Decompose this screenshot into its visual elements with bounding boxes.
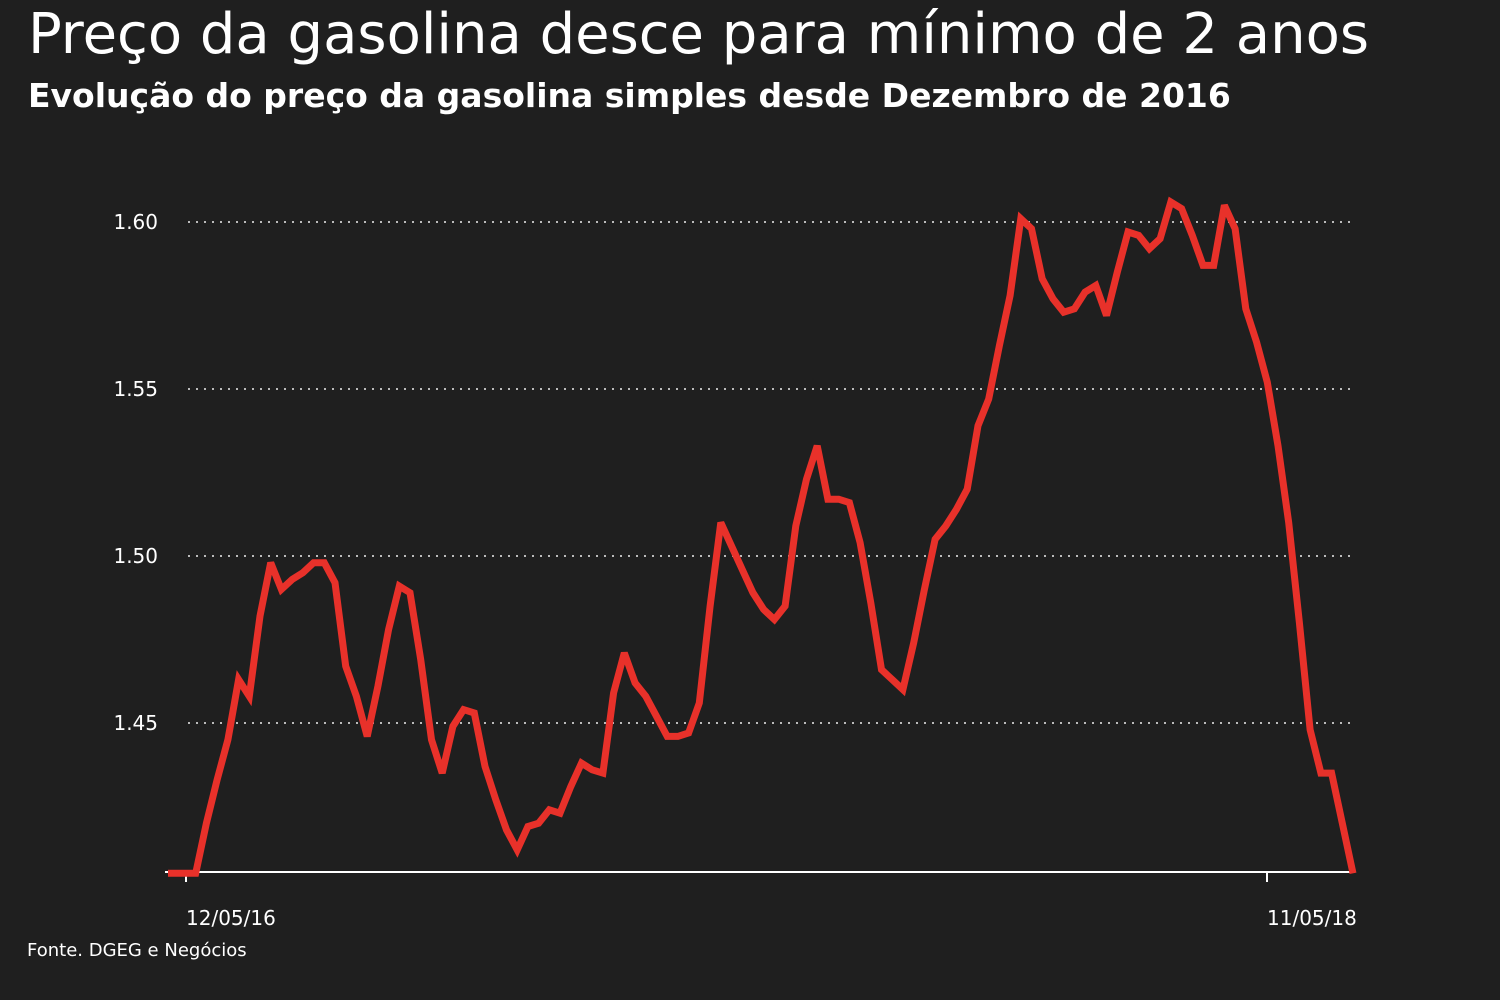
y-tick-label: 1.55 [113, 377, 158, 401]
y-tick-label: 1.45 [113, 711, 158, 735]
y-tick-label: 1.50 [113, 544, 158, 568]
x-tick-label: 12/05/16 [186, 906, 276, 930]
y-tick-label: 1.60 [113, 210, 158, 234]
source-note: Fonte. DGEG e Negócios [27, 940, 247, 961]
x-axis-ticks: 12/05/16 11/05/18 [185, 872, 1357, 930]
chart-title: Preço da gasolina desce para mínimo de 2… [28, 2, 1370, 67]
series-line-gasoline-price [168, 196, 1357, 877]
chart-subtitle: Evolução do preço da gasolina simples de… [28, 76, 1231, 115]
x-tick-label: 11/05/18 [1267, 906, 1357, 930]
y-axis-ticks: 1.45 1.50 1.55 1.60 [113, 210, 158, 735]
gridlines [188, 221, 1355, 724]
